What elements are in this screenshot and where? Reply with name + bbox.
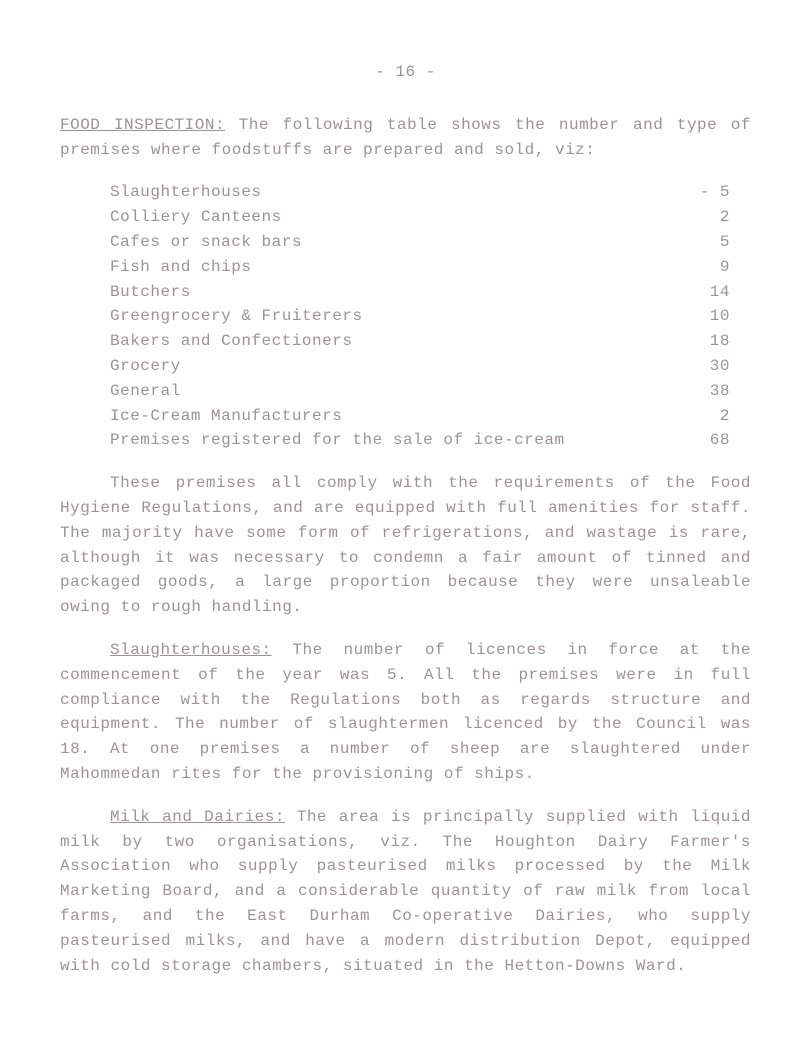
page-number: - 16 - xyxy=(60,60,751,85)
table-row: Butchers14 xyxy=(110,280,730,305)
table-value: 2 xyxy=(690,404,730,429)
premises-table: Slaughterhouses- 5 Colliery Canteens2 Ca… xyxy=(110,180,730,453)
table-label: Bakers and Confectioners xyxy=(110,329,690,354)
food-inspection-intro: FOOD INSPECTION: The following table sho… xyxy=(60,113,751,163)
table-row: Bakers and Confectioners18 xyxy=(110,329,730,354)
compliance-paragraph: These premises all comply with the requi… xyxy=(60,471,751,620)
table-value: - 5 xyxy=(690,180,730,205)
table-row: General38 xyxy=(110,379,730,404)
table-row: Cafes or snack bars5 xyxy=(110,230,730,255)
table-label: Cafes or snack bars xyxy=(110,230,690,255)
table-label: Greengrocery & Fruiterers xyxy=(110,304,690,329)
table-label: Slaughterhouses xyxy=(110,180,690,205)
food-inspection-heading: FOOD INSPECTION: xyxy=(60,116,225,134)
table-value: 5 xyxy=(690,230,730,255)
table-row: Colliery Canteens2 xyxy=(110,205,730,230)
table-label: Fish and chips xyxy=(110,255,690,280)
table-row: Greengrocery & Fruiterers10 xyxy=(110,304,730,329)
slaughterhouses-body: The number of licences in force at the c… xyxy=(60,641,751,783)
milk-dairies-paragraph: Milk and Dairies: The area is principall… xyxy=(60,805,751,979)
table-row: Premises registered for the sale of ice-… xyxy=(110,428,730,453)
table-value: 18 xyxy=(690,329,730,354)
table-label: Butchers xyxy=(110,280,690,305)
table-row: Grocery30 xyxy=(110,354,730,379)
table-value: 68 xyxy=(690,428,730,453)
table-value: 2 xyxy=(690,205,730,230)
milk-dairies-body: The area is principally supplied with li… xyxy=(60,808,751,975)
table-row: Slaughterhouses- 5 xyxy=(110,180,730,205)
table-label: Colliery Canteens xyxy=(110,205,690,230)
table-label: Ice-Cream Manufacturers xyxy=(110,404,690,429)
table-row: Ice-Cream Manufacturers2 xyxy=(110,404,730,429)
slaughterhouses-paragraph: Slaughterhouses: The number of licences … xyxy=(60,638,751,787)
milk-dairies-heading: Milk and Dairies: xyxy=(110,808,285,826)
table-row: Fish and chips9 xyxy=(110,255,730,280)
table-value: 14 xyxy=(690,280,730,305)
table-value: 38 xyxy=(690,379,730,404)
table-value: 30 xyxy=(690,354,730,379)
table-value: 9 xyxy=(690,255,730,280)
slaughterhouses-heading: Slaughterhouses: xyxy=(110,641,272,659)
table-label: Premises registered for the sale of ice-… xyxy=(110,428,690,453)
table-value: 10 xyxy=(690,304,730,329)
table-label: General xyxy=(110,379,690,404)
table-label: Grocery xyxy=(110,354,690,379)
